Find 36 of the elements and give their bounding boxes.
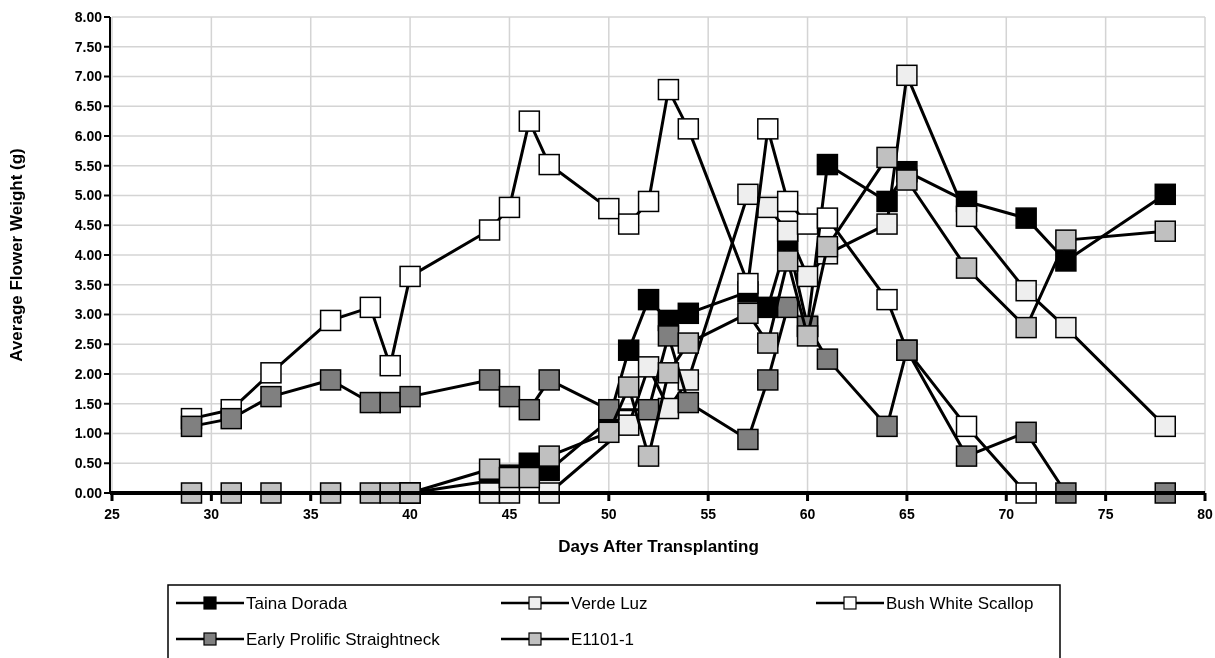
y-tick-label: 6.00 xyxy=(74,127,103,144)
x-tick-label: 50 xyxy=(601,506,617,522)
x-tick-label: 60 xyxy=(799,506,816,522)
y-tick-label: 5.00 xyxy=(74,187,103,204)
y-tick-label: 4.50 xyxy=(74,217,103,234)
x-tick-label: 70 xyxy=(998,506,1015,522)
y-tick-label: 8.00 xyxy=(74,8,103,25)
y-tick-label: 0.00 xyxy=(74,484,103,501)
y-tick-label: 2.50 xyxy=(74,336,103,353)
y-tick-label: 0.50 xyxy=(74,455,103,472)
x-tick-label: 75 xyxy=(1097,506,1114,522)
y-tick-label: 4.00 xyxy=(74,246,103,263)
legend-label: Early Prolific Straightneck xyxy=(246,629,441,649)
y-tick-label: 1.50 xyxy=(74,395,103,412)
y-tick-label: 3.00 xyxy=(74,306,103,323)
y-tick-label: 7.00 xyxy=(74,68,103,85)
y-tick-label: 7.50 xyxy=(74,38,103,55)
legend-label: E1101-1 xyxy=(571,629,635,649)
legend-label: Bush White Scallop xyxy=(886,593,1034,613)
x-tick-label: 65 xyxy=(899,506,915,522)
y-tick-label: 6.50 xyxy=(74,98,103,115)
x-tick-label: 35 xyxy=(302,506,319,522)
legend-label: Taina Dorada xyxy=(246,593,348,613)
legend-label: Verde Luz xyxy=(571,593,648,613)
x-tick-label: 40 xyxy=(402,506,419,522)
x-tick-label: 55 xyxy=(700,506,717,522)
x-tick-label: 45 xyxy=(501,506,518,522)
y-axis-title: Average Flower Weight (g) xyxy=(7,148,26,362)
y-tick-label: 3.50 xyxy=(74,276,103,293)
y-tick-label: 1.00 xyxy=(74,425,103,442)
x-axis-title: Days After Transplanting xyxy=(558,537,759,556)
y-tick-label: 5.50 xyxy=(74,157,103,174)
y-tick-label: 2.00 xyxy=(74,365,103,382)
x-tick-label: 80 xyxy=(1197,506,1213,522)
x-tick-label: 30 xyxy=(203,506,220,522)
x-tick-label: 25 xyxy=(104,506,120,522)
